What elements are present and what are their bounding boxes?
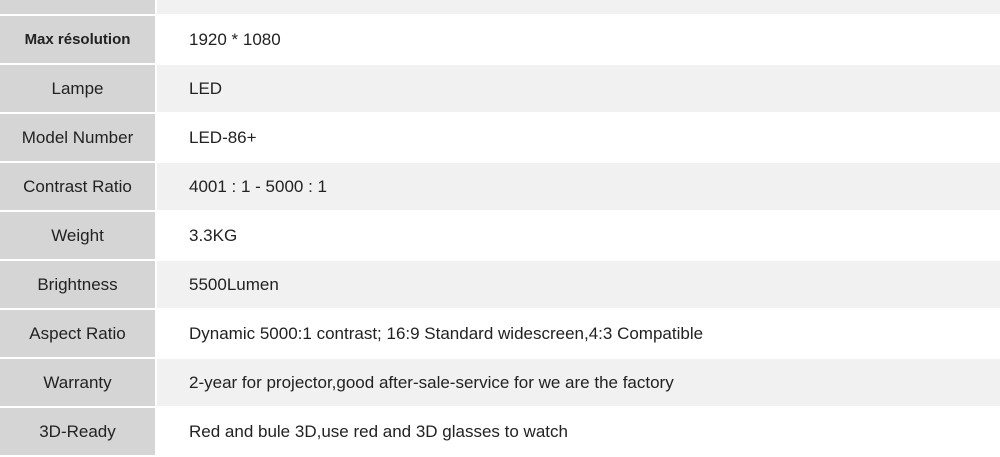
spec-label: Aspect Ratio: [0, 310, 157, 357]
spec-label: Model Number: [0, 114, 157, 161]
spec-value-cell: [157, 0, 1000, 14]
spec-value: LED: [157, 65, 1000, 112]
table-row: Model Number LED-86+: [0, 114, 1000, 163]
table-row: Contrast Ratio 4001 : 1 - 5000 : 1: [0, 163, 1000, 212]
spec-value: 2-year for projector,good after-sale-ser…: [157, 359, 1000, 406]
spec-label: Brightness: [0, 261, 157, 308]
table-row-partial: [0, 0, 1000, 16]
spec-value: 4001 : 1 - 5000 : 1: [157, 163, 1000, 210]
table-row: 3D-Ready Red and bule 3D,use red and 3D …: [0, 408, 1000, 457]
table-row: Lampe LED: [0, 65, 1000, 114]
spec-value: 5500Lumen: [157, 261, 1000, 308]
table-row: Max résolution 1920 * 1080: [0, 16, 1000, 65]
spec-label: Contrast Ratio: [0, 163, 157, 210]
spec-value: Dynamic 5000:1 contrast; 16:9 Standard w…: [157, 310, 1000, 357]
table-row: Weight 3.3KG: [0, 212, 1000, 261]
spec-label: Lampe: [0, 65, 157, 112]
spec-value: 1920 * 1080: [157, 16, 1000, 63]
table-row: Brightness 5500Lumen: [0, 261, 1000, 310]
spec-value: Red and bule 3D,use red and 3D glasses t…: [157, 408, 1000, 455]
spec-label: Weight: [0, 212, 157, 259]
table-row: Aspect Ratio Dynamic 5000:1 contrast; 16…: [0, 310, 1000, 359]
spec-label: 3D-Ready: [0, 408, 157, 455]
spec-label-cell: [0, 0, 157, 14]
spec-value: LED-86+: [157, 114, 1000, 161]
table-row: Warranty 2-year for projector,good after…: [0, 359, 1000, 408]
spec-label: Max résolution: [0, 16, 157, 63]
spec-label: Warranty: [0, 359, 157, 406]
spec-value: 3.3KG: [157, 212, 1000, 259]
